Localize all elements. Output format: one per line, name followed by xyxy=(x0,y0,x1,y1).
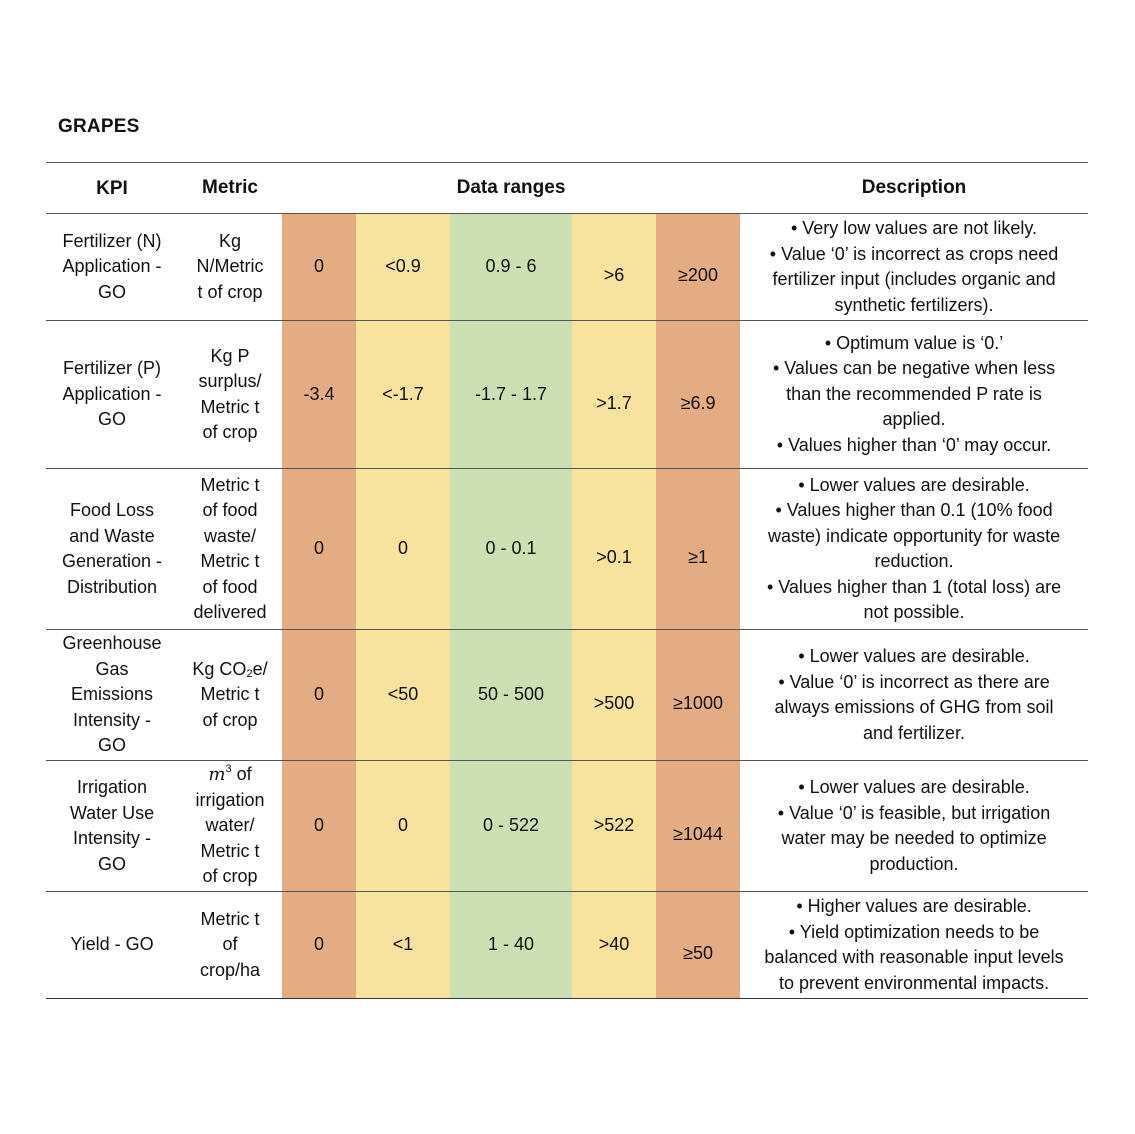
range-very-low: 0 xyxy=(282,629,356,761)
description-cell: • Lower values are desirable. • Value ‘0… xyxy=(777,777,1051,874)
description-cell: • Higher values are desirable. • Yield o… xyxy=(764,896,1064,993)
range-low: <50 xyxy=(356,629,450,761)
range-very-low: -3.4 xyxy=(282,320,356,469)
table-row: Fertilizer (P) Application - GO Kg P sur… xyxy=(46,320,1089,469)
metric-cell: Kg P surplus/ Metric t of crop xyxy=(198,345,262,443)
table-row: Food Loss and Waste Generation - Distrib… xyxy=(46,468,1089,630)
table-row: Fertilizer (N) Application - GO Kg N/Met… xyxy=(46,213,1089,321)
range-high: >6 xyxy=(572,213,656,321)
kpi-cell: Fertilizer (N) Application - GO xyxy=(62,230,162,302)
kpi-cell: Food Loss and Waste Generation - Distrib… xyxy=(61,500,163,597)
kpi-cell: Irrigation Water Use Intensity - GO xyxy=(69,777,155,874)
range-very-high: ≥1000 xyxy=(656,629,741,761)
range-optimal: 0 - 0.1 xyxy=(450,468,572,630)
description-cell: • Optimum value is ‘0.’ • Values can be … xyxy=(772,332,1056,455)
range-very-low: 0 xyxy=(282,213,356,321)
range-high: >1.7 xyxy=(572,320,656,469)
range-low: <1 xyxy=(356,891,450,999)
range-optimal: 50 - 500 xyxy=(450,629,572,761)
range-optimal: 0 - 522 xyxy=(450,760,572,892)
range-very-high: ≥6.9 xyxy=(656,320,741,469)
range-very-low: 0 xyxy=(282,760,356,892)
kpi-cell: Yield - GO xyxy=(70,934,154,955)
kpi-cell: Fertilizer (P) Application - GO xyxy=(62,358,162,430)
range-low: 0 xyxy=(356,468,450,630)
range-very-high: ≥200 xyxy=(656,213,741,321)
range-optimal: 1 - 40 xyxy=(450,891,572,999)
kpi-cell: Greenhouse Gas Emissions Intensity - GO xyxy=(62,633,162,756)
range-high: >0.1 xyxy=(572,468,656,630)
range-very-high: ≥1044 xyxy=(656,760,741,892)
kpi-table: KPI Metric Data ranges Description Ferti… xyxy=(46,162,1089,999)
description-cell: • Lower values are desirable. • Value ‘0… xyxy=(774,646,1054,743)
range-optimal: 0.9 - 6 xyxy=(450,213,572,321)
range-very-high: ≥50 xyxy=(656,891,741,999)
description-header: Description xyxy=(861,177,967,199)
table-title: GRAPES xyxy=(58,116,140,137)
metric-cell: Kg N/Metric t of crop xyxy=(196,230,264,302)
metric-cell: m3 of irrigation water/ Metric t of crop xyxy=(195,763,265,887)
range-optimal: -1.7 - 1.7 xyxy=(450,320,572,469)
data-ranges-header: Data ranges xyxy=(456,177,566,199)
metric-cell: Metric t of food waste/ Metric t of food… xyxy=(193,474,267,623)
metric-header: Metric xyxy=(202,177,258,199)
metric-cell: Kg CO2e/ Metric t of crop xyxy=(192,658,268,730)
range-high: >40 xyxy=(572,891,656,999)
description-cell: • Lower values are desirable. • Values h… xyxy=(766,474,1062,623)
metric-cell: Metric t of crop/ha xyxy=(199,908,261,980)
range-high: >522 xyxy=(572,760,656,892)
table-row: Irrigation Water Use Intensity - GO m3 o… xyxy=(46,760,1089,892)
range-low: <-1.7 xyxy=(356,320,450,469)
header-row: KPI Metric Data ranges Description xyxy=(46,162,1089,214)
range-very-high: ≥1 xyxy=(656,468,741,630)
range-low: <0.9 xyxy=(356,213,450,321)
range-low: 0 xyxy=(356,760,450,892)
table-row: Greenhouse Gas Emissions Intensity - GO … xyxy=(46,629,1089,761)
range-very-low: 0 xyxy=(282,468,356,630)
kpi-header: KPI xyxy=(96,178,128,200)
range-very-low: 0 xyxy=(282,891,356,999)
description-cell: • Very low values are not likely. • Valu… xyxy=(769,218,1059,315)
table-row: Yield - GO Metric t of crop/ha 0 <1 1 - … xyxy=(46,891,1089,999)
range-high: >500 xyxy=(572,629,656,761)
